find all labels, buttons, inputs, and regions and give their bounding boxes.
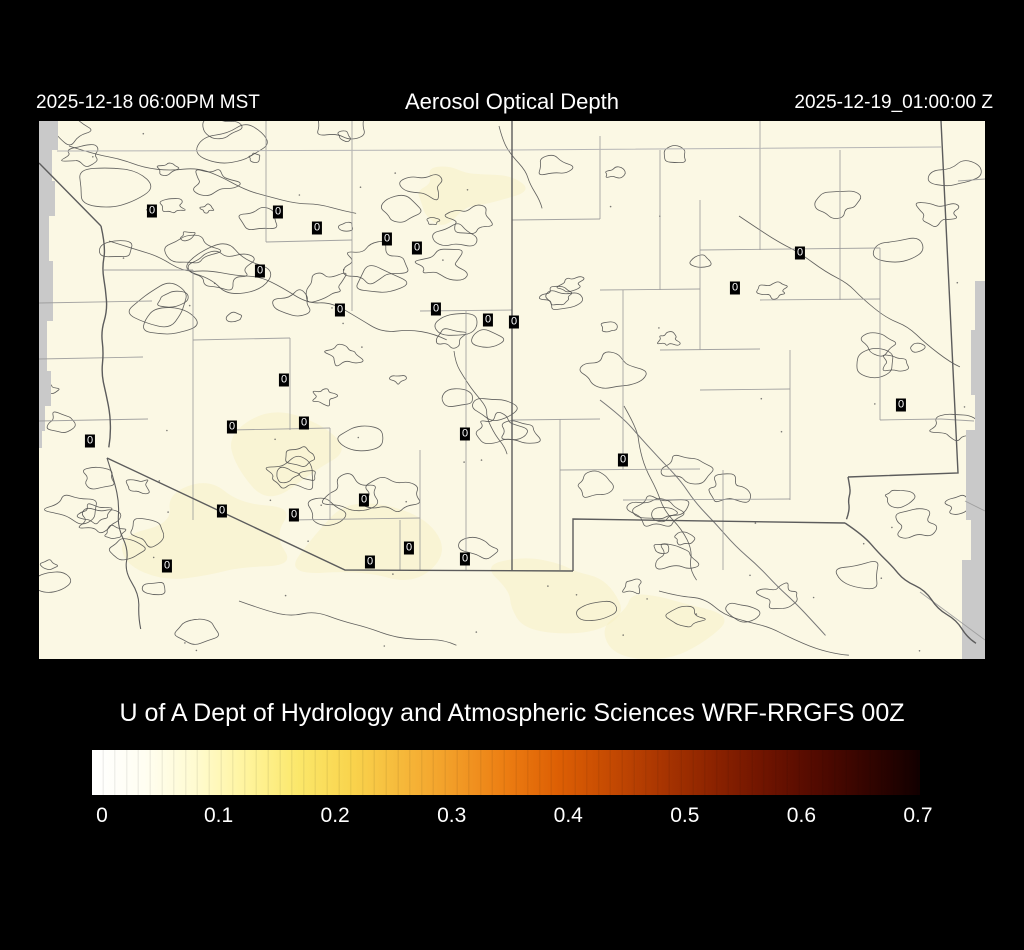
aod-value-label: 0 — [226, 420, 238, 434]
aod-value-label: 0 — [161, 559, 173, 573]
valid-time-local: 2025-12-18 06:00PM MST — [36, 92, 260, 113]
aod-value-label: 0 — [216, 504, 228, 518]
aod-value-label: 0 — [358, 493, 370, 507]
aod-value-label: 0 — [482, 313, 494, 327]
aod-value-label: 0 — [146, 204, 158, 218]
colorbar-segment-bands — [92, 750, 920, 795]
colorbar-tick: 0.5 — [670, 804, 700, 827]
colorbar-tick: 0.7 — [903, 804, 933, 827]
model-caption: U of A Dept of Hydrology and Atmospheric… — [119, 699, 905, 727]
colorbar-tick: 0.1 — [203, 804, 234, 827]
plot-title: Aerosol Optical Depth — [405, 89, 619, 114]
aod-value-label: 0 — [278, 373, 290, 387]
colorbar-tick: 0.4 — [553, 804, 583, 827]
aod-value-label: 0 — [254, 264, 266, 278]
colorbar-tick: 0 — [96, 804, 108, 827]
aod-value-label: 0 — [334, 303, 346, 317]
colorbar-gradient — [92, 750, 920, 795]
aod-value-label: 0 — [272, 205, 284, 219]
colorbar-tick: 0.6 — [786, 804, 817, 827]
aod-value-label: 0 — [84, 434, 96, 448]
aod-value-label: 0 — [729, 281, 741, 295]
valid-time-utc: 2025-12-19_01:00:00 Z — [794, 92, 993, 113]
colorbar-tick: 0.3 — [437, 804, 467, 827]
aod-value-label: 0 — [459, 427, 471, 441]
aod-value-label: 0 — [508, 315, 520, 329]
colorbar-tick: 0.2 — [320, 804, 350, 827]
aod-value-label: 0 — [403, 541, 415, 555]
aod-value-label: 0 — [459, 552, 471, 566]
aod-value-label: 0 — [288, 508, 300, 522]
aod-value-label: 0 — [364, 555, 376, 569]
aod-value-label: 0 — [794, 246, 806, 260]
aod-value-label: 0 — [311, 221, 323, 235]
aod-value-label: 0 — [895, 398, 907, 412]
aod-value-label: 0 — [430, 302, 442, 316]
aod-value-label: 0 — [411, 241, 423, 255]
aod-value-label: 0 — [617, 453, 629, 467]
aod-value-label: 0 — [298, 416, 310, 430]
aod-value-label: 0 — [381, 232, 393, 246]
